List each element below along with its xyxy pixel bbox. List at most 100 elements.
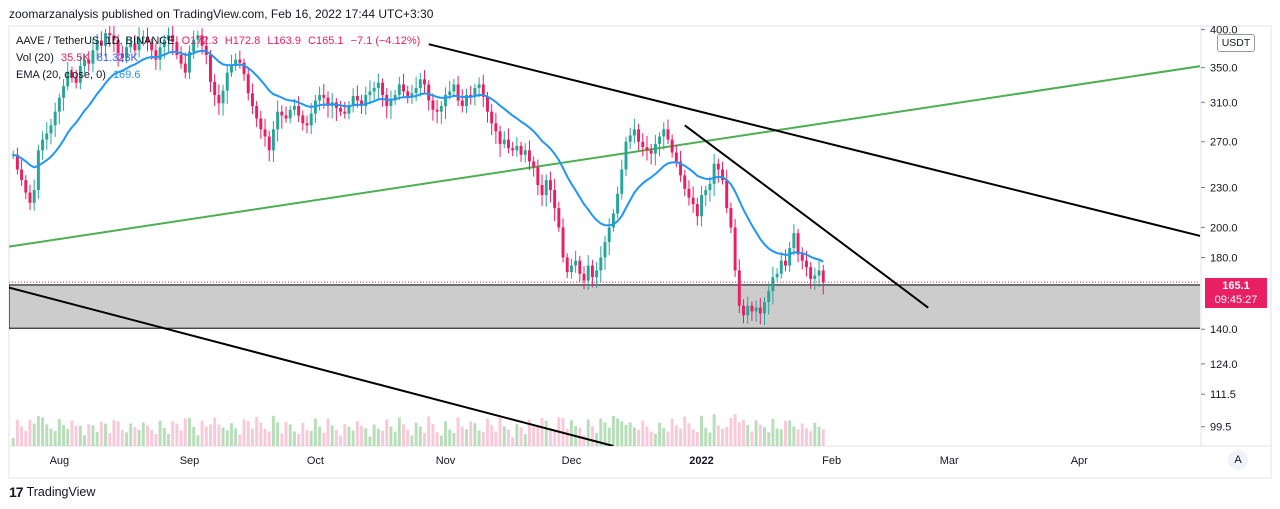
x-tick-label: 2022 xyxy=(689,455,713,467)
ema-legend[interactable]: EMA (20, close, 0) 169.6 xyxy=(16,67,144,83)
volume-bar xyxy=(742,420,745,446)
candle-body xyxy=(263,129,267,137)
candle-body xyxy=(141,36,145,39)
candle-body xyxy=(620,169,624,194)
candle-body xyxy=(771,277,775,292)
currency-button[interactable]: USDT xyxy=(1217,34,1255,52)
volume-bar xyxy=(267,431,271,446)
volume-bar xyxy=(733,414,737,446)
volume-label: Vol (20) xyxy=(16,52,54,64)
volume-bar xyxy=(280,433,284,446)
ema-label: EMA (20, close, 0) xyxy=(16,69,106,81)
volume-bar xyxy=(616,418,620,446)
candle-body xyxy=(376,82,380,88)
volume-bar xyxy=(250,428,254,446)
candle-body xyxy=(427,84,431,101)
candle-body xyxy=(695,204,699,217)
volume-bar xyxy=(624,424,628,446)
volume-bar xyxy=(158,420,162,446)
candle-body xyxy=(586,265,590,281)
volume-bar xyxy=(683,416,687,446)
volume-legend[interactable]: Vol (20) 35.5K 81.323K xyxy=(16,50,142,66)
candle-body xyxy=(779,260,783,274)
volume-bar xyxy=(284,421,288,446)
candle-body xyxy=(523,150,527,155)
candle-body xyxy=(536,167,540,186)
volume-bar xyxy=(821,429,825,446)
volume-bar xyxy=(343,424,347,446)
candle-body xyxy=(91,50,95,64)
volume-bar xyxy=(326,418,330,446)
volume-bar xyxy=(658,422,662,446)
volume-bar xyxy=(645,426,649,446)
volume-bar xyxy=(599,418,603,446)
volume-bar xyxy=(527,419,531,446)
candle-body xyxy=(767,291,771,303)
candle-body xyxy=(112,35,116,40)
volume-bar xyxy=(771,419,775,446)
candle-body xyxy=(24,180,28,193)
close-value: C165.1 xyxy=(308,35,344,47)
candle-body xyxy=(133,43,137,51)
candle-body xyxy=(435,109,439,112)
volume-bar xyxy=(603,422,607,446)
volume-bar xyxy=(183,418,187,446)
candle-body xyxy=(708,183,712,191)
trendline-black xyxy=(684,124,929,309)
symbol-name: AAVE / TetherUS, 1D, BINANCE xyxy=(16,35,175,47)
candle-body xyxy=(548,180,552,191)
volume-bar xyxy=(20,426,24,446)
candle-body xyxy=(171,35,175,42)
y-tick-label: 350.0 xyxy=(1210,63,1238,75)
candle-body xyxy=(242,62,246,75)
volume-bar xyxy=(385,419,389,446)
volume-bar xyxy=(225,430,229,446)
candle-body xyxy=(62,86,66,98)
volume-bar xyxy=(490,425,494,446)
auto-scale-button[interactable]: A xyxy=(1228,450,1248,470)
candle-body xyxy=(729,208,733,228)
volume-bar xyxy=(779,429,783,446)
candle-body xyxy=(721,169,724,181)
candle-body xyxy=(595,270,599,278)
tradingview-logo[interactable]: 17 TradingView xyxy=(9,484,95,500)
volume-bar xyxy=(87,424,91,446)
candle-body xyxy=(154,50,158,60)
volume-bar xyxy=(137,429,141,446)
candle-body xyxy=(250,93,254,107)
candle-body xyxy=(439,106,443,112)
y-tick-label: 310.0 xyxy=(1210,97,1238,109)
candle-body xyxy=(414,87,418,94)
volume-bar xyxy=(74,425,78,446)
symbol-legend[interactable]: AAVE / TetherUS, 1D, BINANCE O172.3 H172… xyxy=(16,33,424,49)
high-value: H172.8 xyxy=(224,35,261,47)
ema-line xyxy=(12,49,824,263)
volume-bar xyxy=(238,434,242,446)
y-tick-label: 111.5 xyxy=(1210,389,1236,401)
volume-bar xyxy=(125,432,128,446)
candle-body xyxy=(238,59,242,63)
candle-body xyxy=(221,90,225,104)
volume-bar xyxy=(360,425,364,446)
volume-bar xyxy=(653,433,657,446)
volume-bar xyxy=(679,428,683,446)
x-tick-label: Sep xyxy=(180,455,200,467)
candle-body xyxy=(456,84,460,101)
candle-body xyxy=(821,270,825,283)
volume-bar xyxy=(36,416,40,446)
volume-bar xyxy=(116,421,120,446)
volume-bar xyxy=(313,418,317,446)
volume-bar xyxy=(666,431,670,446)
volume-bar xyxy=(146,425,149,446)
volume-bar xyxy=(763,427,766,446)
volume-bar xyxy=(70,420,74,446)
volume-bar xyxy=(565,429,569,446)
volume-bar xyxy=(83,435,87,446)
volume-bar xyxy=(515,424,519,446)
candle-body xyxy=(716,163,720,170)
candle-body xyxy=(57,97,61,112)
candle-body xyxy=(515,146,519,151)
candle-body xyxy=(649,150,653,154)
candle-body xyxy=(809,267,813,279)
